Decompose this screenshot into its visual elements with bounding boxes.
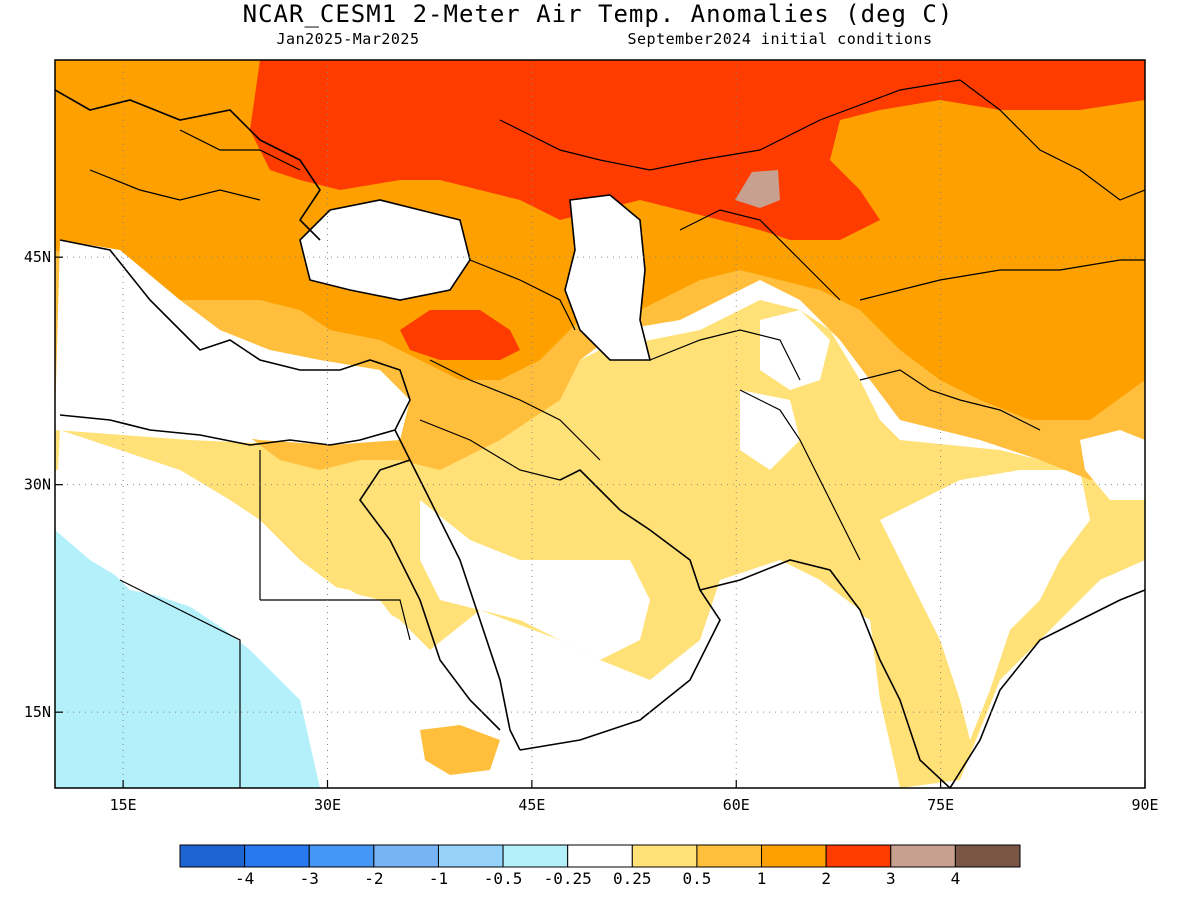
map-frame [54,59,1146,789]
arabian-sea [640,590,900,788]
colorbar-label: 4 [951,869,961,888]
y-tick-label: 30N [24,476,51,494]
period-label: Jan2025-Mar2025 [277,30,420,48]
colorbar-swatch [696,844,763,868]
colorbar-swatch [825,844,892,868]
anomaly-region-neutral-india [880,470,1090,740]
x-tick-label: 90E [1131,796,1158,814]
colorbar-label: 0.5 [682,869,711,888]
anomaly-region-extreme [735,170,780,208]
anomaly-region-light-warm [55,300,1145,788]
yemen-warm [420,725,500,775]
colorbar-swatch [373,844,439,868]
colorbar-label: -0.25 [544,869,592,888]
x-tick-label: 15E [110,796,137,814]
init-label: September2024 initial conditions [628,30,933,48]
colorbar-label: -3 [300,869,319,888]
y-tick-label: 15N [24,703,51,721]
y-tick-label: 45N [24,248,51,266]
figure-title: NCAR_CESM1 2-Meter Air Temp. Anomalies (… [243,0,954,28]
x-tick-label: 30E [314,796,341,814]
colorbar-swatch [308,844,375,868]
x-tick-label: 75E [927,796,954,814]
colorbar-label: -0.5 [484,869,523,888]
coastlines [55,89,1145,788]
pakistan-neutral [740,390,800,470]
political-borders [89,79,1145,788]
tibet-neutral [1080,430,1145,500]
colorbar-label: -4 [235,869,254,888]
colorbar-swatch [954,844,1021,868]
anomaly-region-very-hot [250,60,1145,240]
colorbar-label: -2 [364,869,383,888]
colorbar-swatch [567,844,633,868]
colorbar-label: -1 [429,869,448,888]
colorbar-swatch [437,844,504,868]
colorbar-swatch [502,844,569,868]
black-sea [300,200,470,300]
x-tick-label: 45E [518,796,545,814]
map-plot [55,60,1145,788]
colorbar-swatch [244,844,310,868]
colorbar-swatch [631,844,698,868]
colorbar-label: 0.25 [613,869,652,888]
colorbar-label: 2 [821,869,831,888]
axis-ticks: 15E 30E 45E 60E 75E 90E 15N 30N 45N [24,248,1159,814]
central-asia-neutral [760,310,830,390]
colorbar-swatch [179,844,246,868]
colorbar-label: 3 [886,869,896,888]
sahara-neutral [55,430,410,788]
caspian-sea [565,195,650,360]
anomaly-region-turkey-hot [400,310,520,360]
x-tick-label: 60E [723,796,750,814]
grid-lines [55,60,1145,788]
arabia-neutral [420,500,650,660]
anomaly-region-cool [55,530,330,788]
colorbar-swatch [890,844,956,868]
colorbar-swatch [761,844,827,868]
colorbar-label: 1 [757,869,767,888]
colorbar: -4 -3 -2 -1 -0.5 -0.25 0.25 0.5 1 2 3 4 [179,844,1021,888]
